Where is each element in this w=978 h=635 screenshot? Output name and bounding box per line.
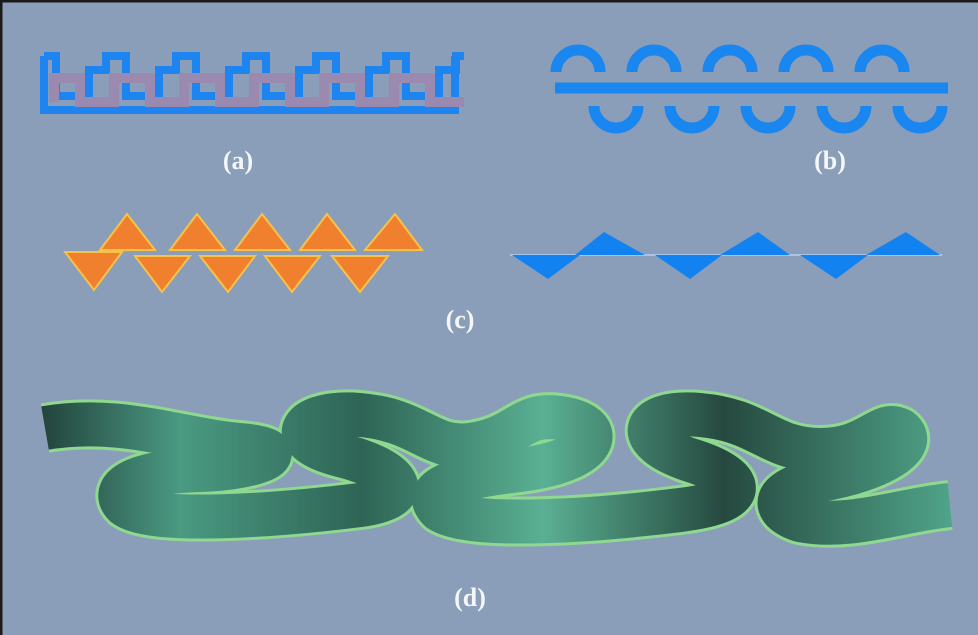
figure: (a) (b) (c) bbox=[0, 0, 978, 635]
label-d: (d) bbox=[454, 583, 486, 612]
green-band bbox=[45, 414, 950, 522]
band-fill bbox=[45, 414, 950, 522]
label-b: (b) bbox=[814, 146, 846, 175]
label-c: (c) bbox=[446, 305, 475, 334]
label-a: (a) bbox=[223, 146, 253, 175]
